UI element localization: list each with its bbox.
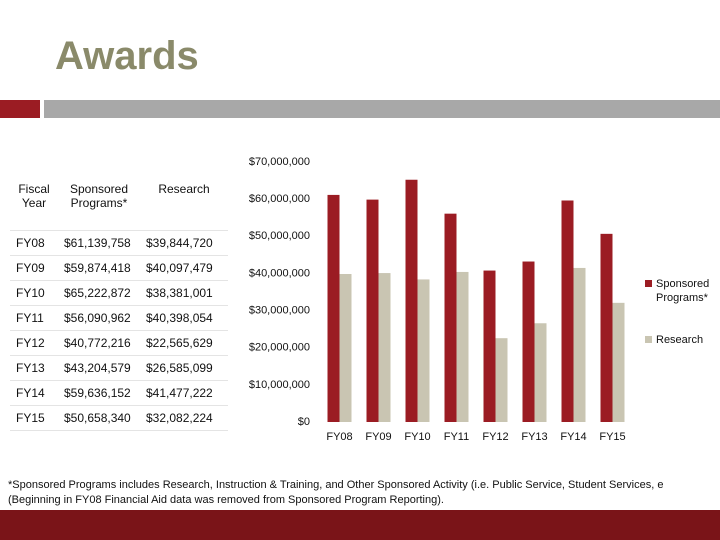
table-cell: $50,658,340 bbox=[58, 405, 140, 431]
bar bbox=[456, 271, 469, 422]
table-cell: $22,565,629 bbox=[140, 330, 228, 356]
bar bbox=[378, 273, 391, 422]
y-tick-label: $40,000,000 bbox=[249, 267, 310, 279]
bar bbox=[495, 338, 508, 422]
header-cell: Fiscal Year bbox=[10, 178, 58, 231]
bar bbox=[561, 200, 574, 422]
y-tick-label: $60,000,000 bbox=[249, 193, 310, 205]
legend-label: Research bbox=[656, 334, 704, 346]
table-cell: $26,585,099 bbox=[140, 355, 228, 381]
table-cell: $32,082,224 bbox=[140, 405, 228, 431]
x-tick-label: FY12 bbox=[482, 431, 508, 443]
table-row: FY14 $59,636,152 $41,477,222 bbox=[10, 380, 228, 406]
accent-block bbox=[0, 100, 40, 118]
bar bbox=[522, 261, 535, 422]
table-cell: $59,636,152 bbox=[58, 380, 140, 406]
bar bbox=[417, 279, 430, 422]
table-cell: $56,090,962 bbox=[58, 305, 140, 331]
table-row: FY12 $40,772,216 $22,565,629 bbox=[10, 330, 228, 356]
legend-item: Research bbox=[645, 333, 720, 347]
table-cell: FY13 bbox=[10, 355, 58, 381]
table-row: FY09 $59,874,418 $40,097,479 bbox=[10, 255, 228, 281]
x-tick-label: FY15 bbox=[599, 431, 625, 443]
bar bbox=[327, 194, 340, 422]
table-cell: FY14 bbox=[10, 380, 58, 406]
header-cell: Sponsored Programs* bbox=[58, 178, 140, 231]
data-table: Fiscal Year Sponsored Programs* Research FY… bbox=[10, 178, 228, 431]
legend-swatch bbox=[645, 336, 652, 343]
bar bbox=[339, 274, 352, 422]
y-tick-label: $20,000,000 bbox=[249, 342, 310, 354]
footnote: *Sponsored Programs includes Research, I… bbox=[8, 479, 664, 491]
table-cell: $38,381,001 bbox=[140, 280, 228, 306]
table-row: FY15 $50,658,340 $32,082,224 bbox=[10, 405, 228, 431]
y-tick-label: $0 bbox=[298, 416, 310, 428]
table-row: FY11 $56,090,962 $40,398,054 bbox=[10, 305, 228, 331]
slide-title: Awards bbox=[55, 34, 199, 78]
bar bbox=[534, 323, 547, 422]
y-tick-label: $50,000,000 bbox=[249, 230, 310, 242]
table-cell: $61,139,758 bbox=[58, 230, 140, 256]
bar bbox=[573, 267, 586, 422]
table-cell: $65,222,872 bbox=[58, 280, 140, 306]
table-cell: $41,477,222 bbox=[140, 380, 228, 406]
table-cell: $40,398,054 bbox=[140, 305, 228, 331]
table-cell: FY11 bbox=[10, 305, 58, 331]
accent-bar bbox=[44, 100, 720, 118]
table-cell: $43,204,579 bbox=[58, 355, 140, 381]
table-cell: $40,097,479 bbox=[140, 255, 228, 281]
table-cell: $39,844,720 bbox=[140, 230, 228, 256]
x-tick-label: FY10 bbox=[404, 431, 430, 443]
table-row: FY08 $61,139,758 $39,844,720 bbox=[10, 230, 228, 256]
table-cell: FY08 bbox=[10, 230, 58, 256]
footnote: (Beginning in FY08 Financial Aid data wa… bbox=[8, 494, 444, 506]
bar bbox=[600, 233, 613, 422]
x-tick-label: FY08 bbox=[326, 431, 352, 443]
table-cell: $59,874,418 bbox=[58, 255, 140, 281]
x-tick-label: FY14 bbox=[560, 431, 586, 443]
y-tick-label: $70,000,000 bbox=[249, 156, 310, 168]
header-cell: Research bbox=[140, 178, 228, 231]
bar bbox=[405, 179, 418, 422]
legend-label: Sponsored Programs* bbox=[656, 278, 710, 304]
x-tick-label: FY09 bbox=[365, 431, 391, 443]
bar bbox=[612, 302, 625, 422]
x-tick-label: FY13 bbox=[521, 431, 547, 443]
legend-item: Sponsored Programs* bbox=[645, 277, 720, 305]
table-row: FY10 $65,222,872 $38,381,001 bbox=[10, 280, 228, 306]
footer-bar bbox=[0, 510, 720, 540]
table-cell: FY09 bbox=[10, 255, 58, 281]
bar bbox=[366, 199, 379, 422]
table-row: FY13 $43,204,579 $26,585,099 bbox=[10, 355, 228, 381]
table-cell: FY15 bbox=[10, 405, 58, 431]
table-cell: FY10 bbox=[10, 280, 58, 306]
x-tick-label: FY11 bbox=[444, 431, 469, 443]
table-cell: FY12 bbox=[10, 330, 58, 356]
y-tick-label: $10,000,000 bbox=[249, 379, 310, 391]
table-cell: $40,772,216 bbox=[58, 330, 140, 356]
bar bbox=[483, 270, 496, 422]
legend-swatch bbox=[645, 280, 652, 287]
bar bbox=[444, 213, 457, 422]
header-row: Fiscal Year Sponsored Programs* Research bbox=[10, 178, 228, 231]
y-tick-label: $30,000,000 bbox=[249, 304, 310, 316]
